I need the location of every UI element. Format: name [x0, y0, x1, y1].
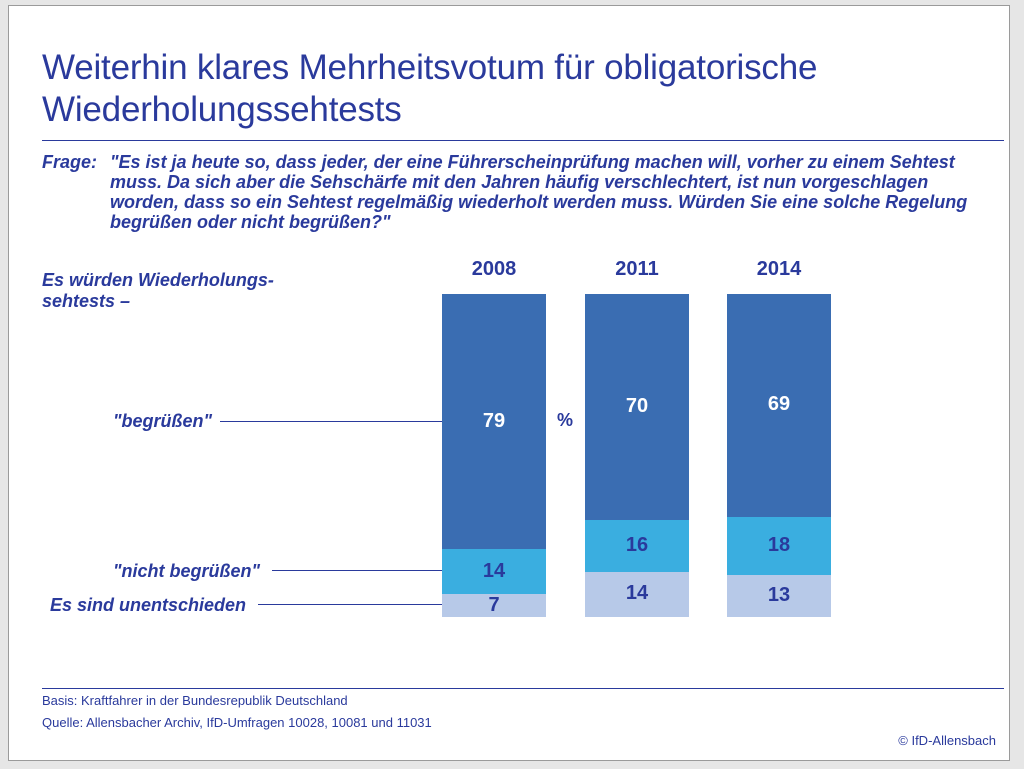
leader-line-nicht-begruessen	[272, 570, 442, 571]
value-label-2014-begruessen: 69	[767, 393, 791, 416]
leader-line-unentschieden	[258, 604, 442, 605]
value-label-2008-begruessen: 79	[482, 409, 506, 432]
value-label-2011-begruessen: 70	[625, 395, 649, 418]
bar-2011-begruessen	[585, 294, 689, 521]
value-label-2014-unentschieden: 13	[767, 584, 791, 606]
footer-source: Quelle: Allensbacher Archiv, IfD-Umfrage…	[42, 715, 432, 730]
question-text: "Es ist ja heute so, dass jeder, der ein…	[110, 152, 968, 232]
chart-subhead: Es würden Wiederholungs- sehtests –	[42, 270, 274, 311]
bar-2008-unentschieden	[442, 594, 546, 617]
footer-basis: Basis: Kraftfahrer in der Bundesrepublik…	[42, 693, 348, 708]
value-label-2011-nicht-begruessen: 16	[625, 533, 649, 556]
bar-2011-nicht-begruessen	[585, 520, 689, 572]
bar-2014-nicht-begruessen	[727, 516, 831, 575]
footer-divider	[42, 688, 1004, 689]
bar-2014-begruessen	[727, 294, 831, 517]
bar-2014-unentschieden	[727, 575, 831, 617]
year-label-2008: 2008	[471, 258, 517, 280]
value-label-2014-nicht-begruessen: 18	[767, 533, 791, 556]
value-label-2008-unentschieden: 7	[488, 593, 500, 616]
value-label-2008-nicht-begruessen: 14	[482, 559, 506, 582]
percent-sign: %	[557, 410, 574, 430]
title-divider	[42, 140, 1004, 141]
year-label-2011: 2011	[615, 258, 659, 280]
year-label-2014: 2014	[756, 258, 802, 280]
value-label-2011-unentschieden: 14	[625, 582, 649, 605]
category-label-nicht-begruessen: "nicht begrüßen"	[113, 561, 261, 581]
category-label-begruessen: "begrüßen"	[113, 411, 213, 431]
copyright: © IfD-Allensbach	[898, 733, 996, 748]
bar-2008-nicht-begruessen	[442, 549, 546, 595]
leader-line-begruessen	[220, 421, 442, 422]
question-label: Frage:	[42, 152, 98, 172]
bar-2011-unentschieden	[585, 571, 689, 617]
bar-2008-begruessen	[442, 294, 546, 550]
page-title: Weiterhin klares Mehrheitsvotum für obli…	[42, 48, 818, 129]
category-label-unentschieden: Es sind unentschieden	[50, 595, 247, 615]
